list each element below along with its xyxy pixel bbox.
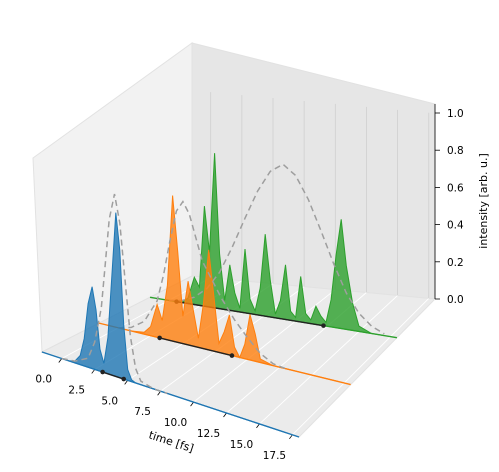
x-tick-mark — [223, 412, 227, 418]
series-pulse-area — [118, 195, 338, 382]
z-axis-label: intensity [arb. u.] — [477, 153, 490, 248]
series-marker — [229, 353, 235, 358]
series-group — [41, 193, 300, 438]
z-tick-group: 0.0 0.2 0.4 0.6 0.8 1.0 — [435, 108, 464, 306]
z-tick-label: 0.4 — [447, 220, 464, 232]
floor-gridline — [259, 295, 398, 425]
x-tick-label: 5.0 — [101, 395, 118, 407]
x-tick-label: 12.5 — [197, 428, 220, 440]
z-axis: 0.0 0.2 0.4 0.6 0.8 1.0 intensity [arb. u.] — [434, 104, 490, 306]
x-tick-mark — [289, 434, 293, 440]
series-span — [176, 300, 324, 327]
z-tick-label: 0.0 — [447, 294, 464, 306]
series-span — [102, 371, 124, 380]
x-tick-mark — [190, 401, 194, 407]
x-tick-mark — [124, 380, 128, 385]
x-tick-mark — [256, 423, 260, 429]
x-tick-label: 15.0 — [230, 439, 253, 451]
series-layer — [41, 153, 398, 438]
series-envelope — [61, 193, 168, 395]
x-tick-label: 2.5 — [68, 384, 85, 396]
z-tick-label: 1.0 — [447, 108, 464, 120]
z-tick-label: 0.6 — [447, 182, 464, 194]
floor-gridline — [193, 289, 336, 403]
series-marker — [121, 376, 127, 382]
series-marker — [157, 335, 162, 341]
floor-gridline — [292, 298, 430, 436]
x-tick-label: 0.0 — [35, 374, 52, 386]
series-span — [159, 337, 233, 357]
series-envelope — [118, 200, 287, 370]
side-pane — [191, 42, 436, 300]
series-envelope — [168, 163, 385, 335]
x-tick-group: 0.0 2.5 5.0 7.5 10.0 12.5 15.0 17.5 — [35, 358, 293, 462]
axes-panes — [32, 42, 437, 438]
x-tick-mark — [58, 358, 63, 363]
z-tick-label: 0.8 — [447, 145, 464, 157]
series-pulse-area — [61, 212, 286, 434]
series-marker — [321, 323, 326, 328]
x-tick-label: 7.5 — [134, 406, 151, 418]
z-tick-label: 0.2 — [447, 257, 464, 269]
series-pulse-area — [168, 153, 385, 337]
x-tick-mark — [157, 390, 161, 396]
series-marker — [100, 369, 105, 375]
x-tick-label: 17.5 — [263, 450, 286, 462]
x-axis-label: time [fs] — [147, 428, 195, 455]
x-tick-label: 10.0 — [164, 417, 187, 429]
series-group — [98, 195, 351, 386]
x-tick-mark — [91, 369, 96, 374]
